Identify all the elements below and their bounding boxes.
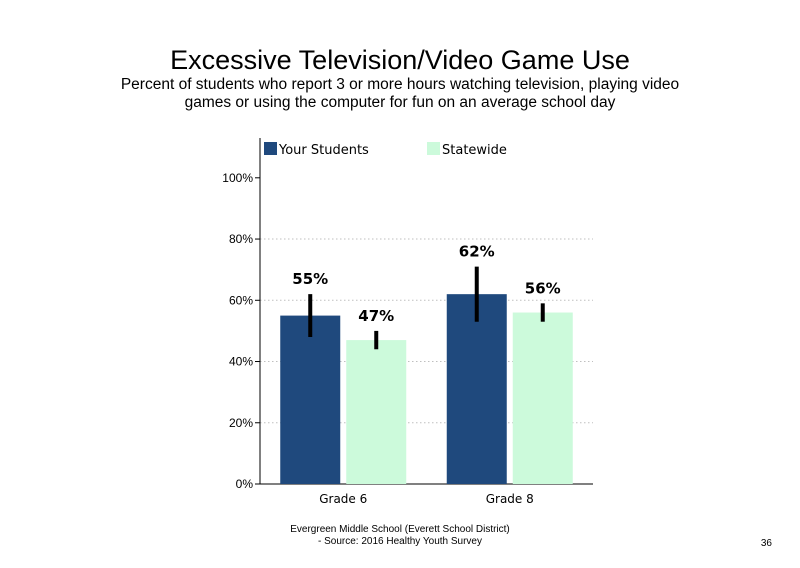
x-tick-label: Grade 6 <box>319 492 367 506</box>
bar-your-students <box>446 294 507 484</box>
y-tick-label: 60% <box>229 293 253 307</box>
legend-label: Statewide <box>442 143 507 158</box>
data-label: 56% <box>525 279 561 297</box>
y-tick-label: 20% <box>229 416 253 430</box>
chart-title: Excessive Television/Video Game Use <box>170 45 630 75</box>
bar-statewide <box>346 340 407 484</box>
footer-source: - Source: 2016 Healthy Youth Survey <box>318 536 482 547</box>
y-tick-label: 100% <box>222 171 253 185</box>
x-tick-label: Grade 8 <box>486 492 534 506</box>
bar-your-students <box>280 315 341 484</box>
footer-school: Evergreen Middle School (Everett School … <box>290 524 510 535</box>
data-label: 47% <box>358 307 394 325</box>
y-tick-label: 40% <box>229 355 253 369</box>
chart-subtitle: Percent of students who report 3 or more… <box>120 76 680 111</box>
y-tick-label: 80% <box>229 232 253 246</box>
data-label: 55% <box>292 270 328 288</box>
source-footer: Evergreen Middle School (Everett School … <box>200 524 600 548</box>
page-number: 36 <box>760 538 772 549</box>
data-label: 62% <box>459 243 495 261</box>
legend-swatch <box>427 142 440 155</box>
legend-swatch <box>264 142 277 155</box>
bar-statewide <box>512 312 573 484</box>
legend-label: Your Students <box>278 143 369 158</box>
y-tick-label: 0% <box>236 477 254 491</box>
